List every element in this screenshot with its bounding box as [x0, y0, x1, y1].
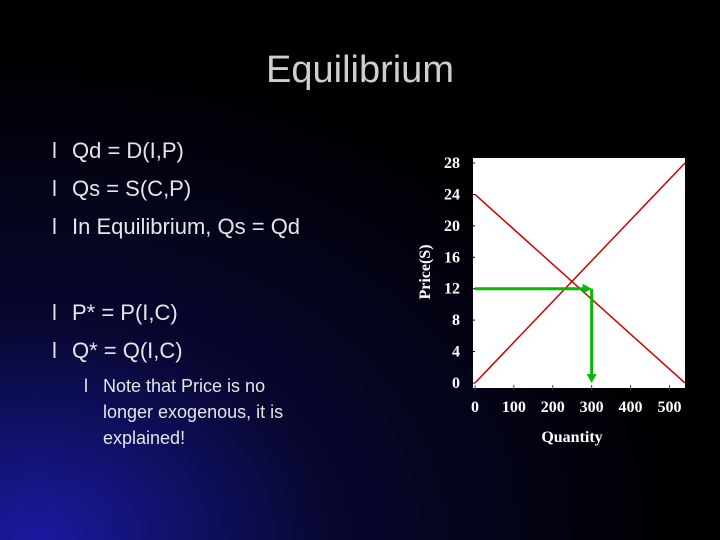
- chart: 0 4 8 12 16 20 24 28 0 100 200 300 400 500 Quantity Pri…: [417, 155, 686, 446]
- x-tick-label: 0: [471, 399, 479, 416]
- y-tick-label: 4: [452, 344, 460, 361]
- sub-bullet-text: explained!: [103, 428, 185, 448]
- y-tick-label: 12: [444, 281, 460, 298]
- y-tick-label: 0: [452, 375, 460, 392]
- series-line: [474, 162, 686, 384]
- bullet-text: In Equilibrium, Qs = Qd: [72, 214, 300, 239]
- bullet-marker: l: [52, 138, 57, 163]
- y-tick-label: 24: [444, 186, 460, 203]
- y-tick-label: 20: [444, 218, 460, 235]
- x-tick-label: 300: [580, 399, 604, 416]
- sub-bullet-text: longer exogenous, it is: [103, 402, 283, 422]
- bullet-text: Qs = S(C,P): [72, 176, 191, 201]
- arrowhead: [586, 374, 597, 383]
- bullets: l Qd = D(I,P) l Qs = S(C,P) l In Equilibrium,…: [52, 138, 300, 448]
- x-tick-label: 400: [619, 399, 643, 416]
- bullet-marker: l: [52, 300, 57, 325]
- bullet-text: Qd = D(I,P): [72, 138, 184, 163]
- bullet-text: P* = P(I,C): [72, 300, 178, 325]
- x-tick-label: 100: [502, 399, 526, 416]
- x-tick-label: 200: [541, 399, 565, 416]
- bullet-marker: l: [84, 376, 88, 396]
- sub-bullet-text: Note that Price is no: [103, 376, 265, 396]
- y-tick-label: 28: [444, 155, 460, 172]
- bullet-marker: l: [52, 176, 57, 201]
- bullet-text: Q* = Q(I,C): [72, 338, 183, 363]
- bullet-marker: l: [52, 338, 57, 363]
- x-tick-label: 500: [657, 399, 681, 416]
- y-axis-label: Price(S): [417, 244, 434, 299]
- y-tick-label: 16: [444, 249, 460, 266]
- arrowhead: [582, 283, 592, 294]
- x-axis-label: Quantity: [541, 429, 602, 446]
- y-tick-label: 8: [452, 312, 460, 329]
- bullet-marker: l: [52, 214, 57, 239]
- slide-title: Equilibrium: [266, 49, 454, 91]
